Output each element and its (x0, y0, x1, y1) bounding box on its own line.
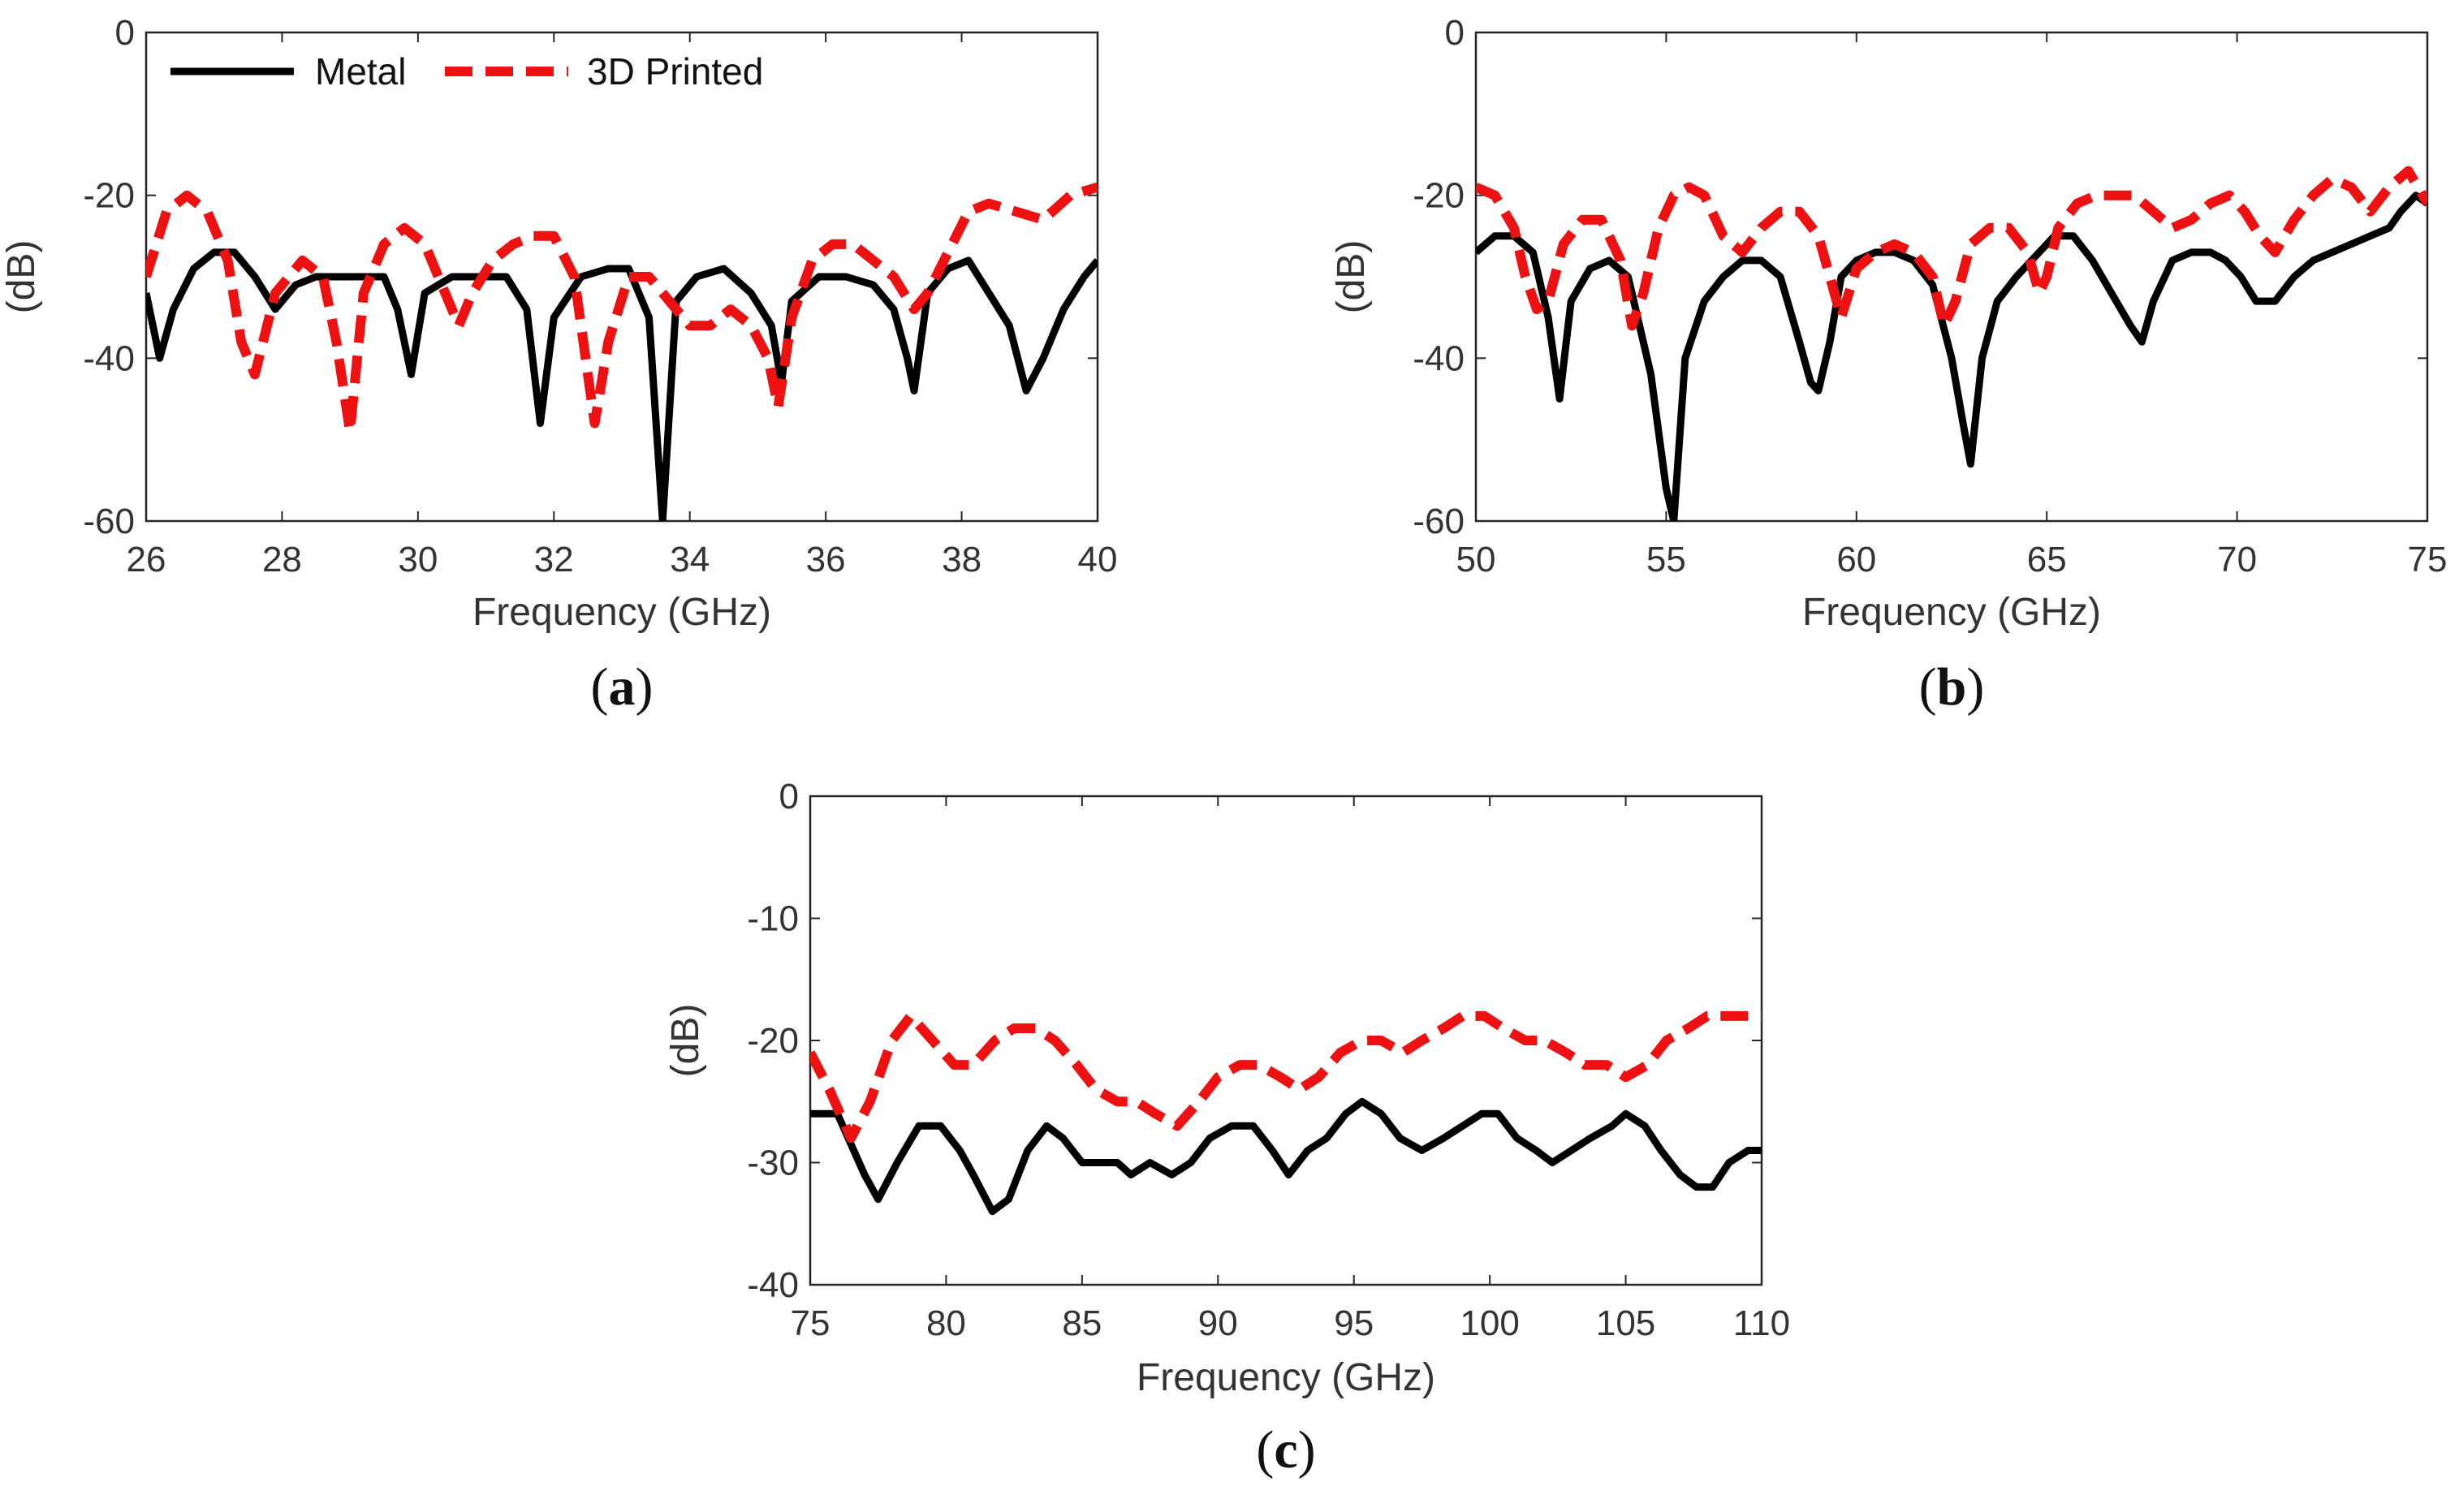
y-tick-label: -40 (83, 338, 135, 378)
series-line-3d-printed (146, 182, 1098, 437)
x-tick-label: 50 (1456, 540, 1496, 579)
plot-area (809, 795, 1763, 1286)
chart-panel-a: 26 28 30 32 34 36 38 40 -60 -40 -20 0 Frequency (GHz… (0, 13, 1117, 717)
legend-label: Metal (315, 50, 406, 93)
x-tick-label: 70 (2217, 540, 2257, 579)
y-tick-label: -60 (1413, 502, 1465, 541)
panel-label: (c) (1256, 1420, 1315, 1480)
x-tick-label: 30 (398, 540, 438, 579)
panel-letter: a (609, 657, 636, 717)
chart-panel-b: 50 55 60 65 70 75 -60 -40 -20 0 Frequency (GHz) (dB… (1330, 13, 2447, 717)
y-tick-label: -60 (83, 502, 135, 541)
x-tick-label: 40 (1078, 540, 1118, 579)
x-tick-label: 60 (1836, 540, 1876, 579)
x-tick-label: 110 (1733, 1303, 1790, 1343)
x-tick-label: 55 (1646, 540, 1686, 579)
series-line-3d-printed (810, 1010, 1762, 1144)
series-line-3d-printed (1476, 166, 2427, 331)
x-tick-label: 95 (1334, 1303, 1374, 1343)
y-tick-label: -20 (83, 176, 135, 216)
plot-area (145, 31, 1099, 523)
y-axis-label: (dB) (0, 240, 43, 314)
x-tick-label: 28 (262, 540, 302, 579)
panel-label: (b) (1919, 657, 1985, 717)
y-tick-label: -30 (747, 1144, 799, 1183)
y-axis-label: (dB) (1330, 240, 1373, 314)
y-tick-label: -40 (1413, 338, 1465, 378)
x-tick-label: 105 (1596, 1303, 1655, 1343)
x-tick-label: 38 (942, 540, 981, 579)
x-tick-label: 36 (806, 540, 846, 579)
series-line-metal (1476, 192, 2427, 521)
x-tick-label: 80 (926, 1303, 966, 1343)
y-tick-label: -10 (747, 899, 799, 939)
panel-label: (a) (591, 657, 654, 717)
y-tick-label: 0 (1445, 13, 1465, 53)
x-tick-label: 90 (1198, 1303, 1238, 1343)
x-axis-label: Frequency (GHz) (1137, 1356, 1435, 1399)
x-tick-label: 100 (1460, 1303, 1519, 1343)
y-tick-label: -40 (747, 1265, 799, 1305)
x-tick-label: 85 (1062, 1303, 1102, 1343)
x-tick-label: 26 (127, 540, 166, 579)
panel-letter: c (1274, 1420, 1297, 1480)
y-tick-label: 0 (779, 777, 799, 816)
plot-area (1474, 31, 2429, 523)
series-line-metal (810, 1097, 1762, 1216)
y-axis-label: (dB) (664, 1004, 707, 1078)
legend: Metal 3D Printed (170, 50, 763, 93)
legend-label: 3D Printed (587, 50, 763, 93)
x-tick-label: 34 (670, 540, 710, 579)
x-axis-label: Frequency (GHz) (472, 591, 771, 634)
panel-letter: b (1937, 657, 1967, 717)
chart-panel-c: 75 80 85 90 95 100 105 110 -40 -30 -20 -10 0 Frequenc… (664, 777, 1790, 1480)
x-tick-label: 65 (2027, 540, 2067, 579)
y-tick-label: -20 (747, 1021, 799, 1061)
x-axis-label: Frequency (GHz) (1802, 591, 2101, 634)
y-tick-label: 0 (115, 13, 135, 53)
x-tick-label: 75 (791, 1303, 830, 1343)
series-line-metal (146, 248, 1098, 521)
x-tick-label: 32 (534, 540, 574, 579)
y-tick-label: -20 (1413, 176, 1465, 216)
x-tick-label: 75 (2408, 540, 2448, 579)
